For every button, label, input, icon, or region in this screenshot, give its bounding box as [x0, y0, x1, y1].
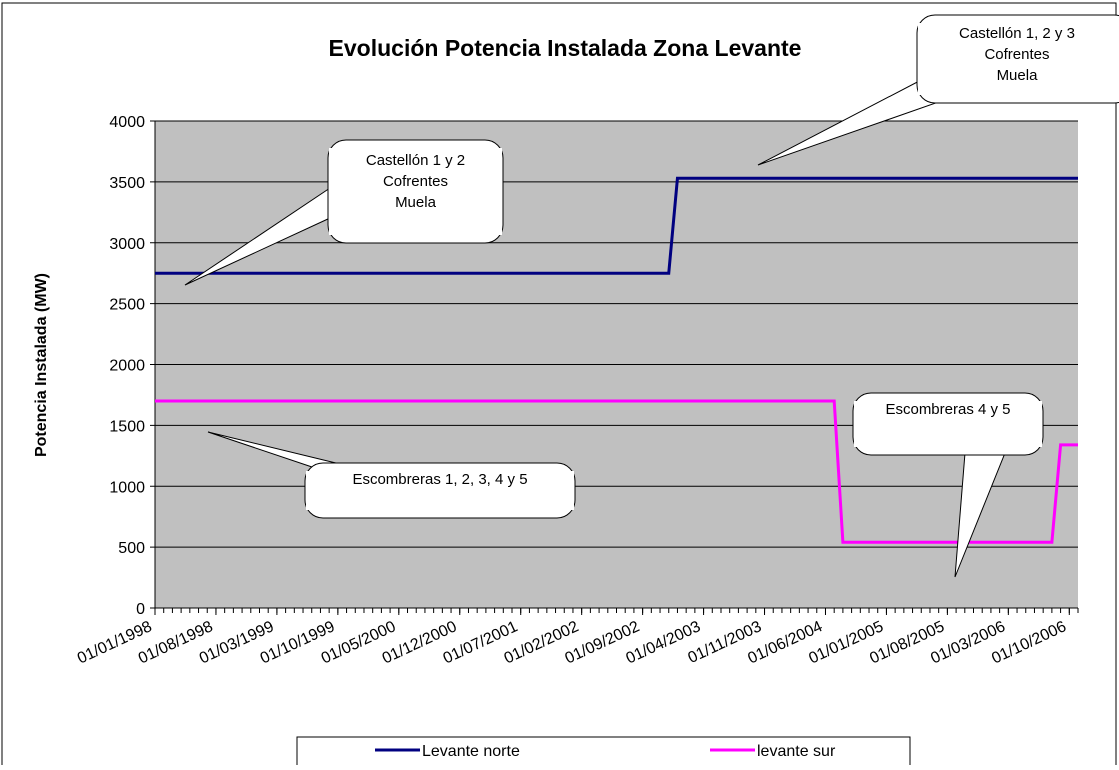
legend-label: levante sur — [757, 743, 836, 760]
series-line — [155, 176, 1078, 275]
callout-text: Cofrentes — [383, 173, 448, 190]
callout-text: Escombreras 1, 2, 3, 4 y 5 — [352, 471, 527, 488]
callout-text: Escombreras 4 y 5 — [885, 401, 1010, 418]
chart-title: Evolución Potencia Instalada Zona Levant… — [329, 35, 802, 61]
y-axis-label: Potencia Instalada (MW) — [33, 273, 50, 457]
y-tick-label: 500 — [118, 540, 145, 557]
callout-text: Cofrentes — [984, 46, 1049, 63]
y-tick-label: 2000 — [109, 358, 145, 375]
callout-text: Castellón 1, 2 y 3 — [959, 25, 1075, 42]
callout-text: Muela — [395, 194, 437, 211]
y-tick-label: 2500 — [109, 297, 145, 314]
y-tick-label: 4000 — [109, 114, 145, 131]
callout-cover — [854, 401, 1042, 447]
callout-cover — [306, 471, 574, 510]
callout-cover — [329, 148, 502, 235]
legend-label: Levante norte — [422, 743, 520, 760]
y-tick-label: 0 — [136, 601, 145, 618]
y-tick-label: 3000 — [109, 236, 145, 253]
series-line — [155, 399, 1078, 544]
y-tick-label: 3500 — [109, 175, 145, 192]
callout-cover — [918, 23, 1119, 95]
y-tick-label: 1000 — [109, 479, 145, 496]
y-tick-label: 1500 — [109, 418, 145, 435]
callout-text: Castellón 1 y 2 — [366, 152, 465, 169]
callout-text: Muela — [997, 67, 1039, 84]
